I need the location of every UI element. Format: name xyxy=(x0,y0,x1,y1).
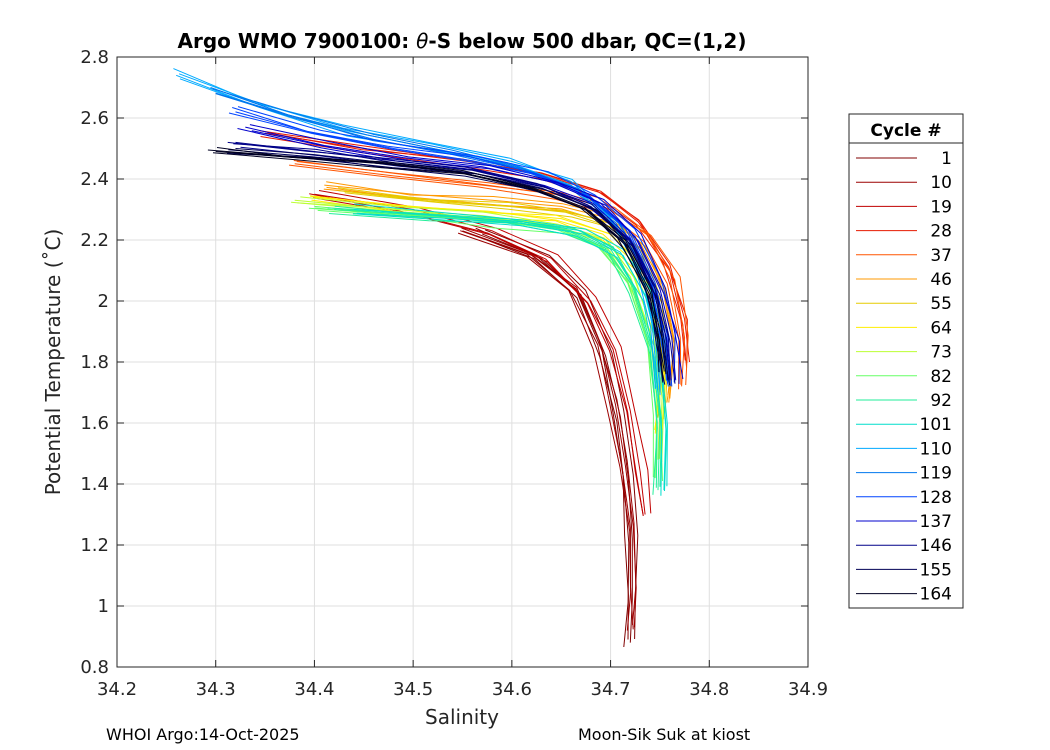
legend-entry: 46 xyxy=(856,270,952,290)
series-line xyxy=(233,152,671,386)
legend-label: 1 xyxy=(941,149,952,169)
series-101 xyxy=(352,203,668,496)
legend-entry: 10 xyxy=(856,173,952,193)
series-164 xyxy=(207,147,667,379)
legend-entry: 119 xyxy=(856,464,952,484)
legend-label: 37 xyxy=(930,246,952,266)
series-10 xyxy=(457,227,637,631)
legend-entries: 1101928374655647382921011101191281371461… xyxy=(856,149,952,605)
legend-label: 73 xyxy=(930,343,952,363)
legend-box xyxy=(848,113,964,609)
y-tick-label: 2.6 xyxy=(80,108,109,129)
legend-entry: 28 xyxy=(856,222,952,242)
chart-title-pre: Argo WMO 7900100: xyxy=(178,29,417,53)
legend-label: 110 xyxy=(920,439,952,459)
x-tick-label: 34.8 xyxy=(689,679,729,700)
x-tick-label: 34.7 xyxy=(591,679,631,700)
y-tick-label: 1 xyxy=(98,596,109,617)
legend-label: 82 xyxy=(930,367,952,387)
legend-label: 128 xyxy=(920,488,952,508)
legend-label: 137 xyxy=(920,512,952,532)
legend-label: 19 xyxy=(930,197,952,217)
y-tick-label: 0.8 xyxy=(80,657,109,678)
legend-label: 155 xyxy=(920,560,952,580)
legend-entry: 19 xyxy=(856,197,952,217)
series-line xyxy=(457,232,632,631)
series-line xyxy=(212,152,664,379)
legend-label: 101 xyxy=(920,415,952,435)
legend-entry: 164 xyxy=(856,585,952,605)
chart-title-post: -S below 500 dbar, QC=(1,2) xyxy=(428,29,746,53)
x-tick-label: 34.2 xyxy=(97,679,137,700)
y-axis-label: Potential Temperature (˚C) xyxy=(41,229,65,496)
legend-entry: 155 xyxy=(856,560,952,580)
legend-label: 164 xyxy=(920,585,952,605)
footer-source: WHOI Argo:14-Oct-2025 xyxy=(106,725,300,744)
legend-entry: 92 xyxy=(856,391,952,411)
legend-entry: 82 xyxy=(856,367,952,387)
y-tick-label: 2.4 xyxy=(80,169,109,190)
series-line xyxy=(482,233,633,643)
y-tick-label: 1.6 xyxy=(80,413,109,434)
series-line xyxy=(352,213,663,496)
legend-label: 46 xyxy=(930,270,952,290)
legend-entry: 55 xyxy=(856,294,952,314)
legend-label: 92 xyxy=(930,391,952,411)
legend-entry: 137 xyxy=(856,512,952,532)
legend-label: 119 xyxy=(920,464,952,484)
legend-label: 64 xyxy=(930,318,952,338)
y-tick-label: 1.2 xyxy=(80,535,109,556)
series-line xyxy=(294,163,686,387)
series-line xyxy=(233,143,671,380)
series-line xyxy=(245,126,677,381)
series-line xyxy=(296,161,689,386)
series-line xyxy=(485,229,639,640)
series-line xyxy=(327,207,658,488)
x-tick-label: 34.9 xyxy=(788,679,828,700)
legend-label: 28 xyxy=(930,222,952,242)
series-line xyxy=(216,147,665,372)
series-line xyxy=(356,212,668,492)
x-axis-label: Salinity xyxy=(425,705,499,729)
x-tick-label: 34.6 xyxy=(492,679,532,700)
series-line xyxy=(267,132,688,364)
series-line xyxy=(249,124,684,379)
legend-label: 55 xyxy=(930,294,952,314)
series-line xyxy=(353,203,668,487)
legend-entry: 146 xyxy=(856,536,952,556)
legend-entry: 128 xyxy=(856,488,952,508)
y-tick-label: 1.4 xyxy=(80,474,109,495)
legend: Cycle # 11019283746556473829210111011912… xyxy=(848,113,964,609)
legend-entry: 64 xyxy=(856,318,952,338)
series-line xyxy=(251,130,681,384)
x-tick-label: 34.3 xyxy=(196,679,236,700)
y-tick-label: 2.2 xyxy=(80,230,109,251)
footer-author: Moon-Sik Suk at kiost xyxy=(578,725,751,744)
legend-entry: 101 xyxy=(856,415,952,435)
series-92 xyxy=(327,205,663,495)
legend-label: 146 xyxy=(920,536,952,556)
axis-ticks: 34.2 34.3 34.4 34.5 34.6 34.7 34.8 34.9 0.8 1 1.2 1… xyxy=(80,47,828,700)
series-line xyxy=(300,196,663,459)
chart-title-theta: θ xyxy=(416,29,428,53)
x-tick-label: 34.4 xyxy=(294,679,334,700)
x-tick-label: 34.5 xyxy=(393,679,433,700)
data-series xyxy=(173,68,690,648)
legend-entry: 73 xyxy=(856,343,952,363)
series-line xyxy=(477,235,630,648)
y-tick-label: 2 xyxy=(98,291,109,312)
legend-entry: 37 xyxy=(856,246,952,266)
series-line xyxy=(259,130,686,361)
series-line xyxy=(461,227,637,625)
legend-label: 10 xyxy=(930,173,952,193)
chart-title: Argo WMO 7900100: θ-S below 500 dbar, QC… xyxy=(178,29,747,53)
legend-entry: 110 xyxy=(856,439,952,459)
y-tick-label: 2.8 xyxy=(80,47,109,68)
legend-entry: 1 xyxy=(856,149,952,169)
y-tick-label: 1.8 xyxy=(80,352,109,373)
legend-title: Cycle # xyxy=(870,121,941,141)
